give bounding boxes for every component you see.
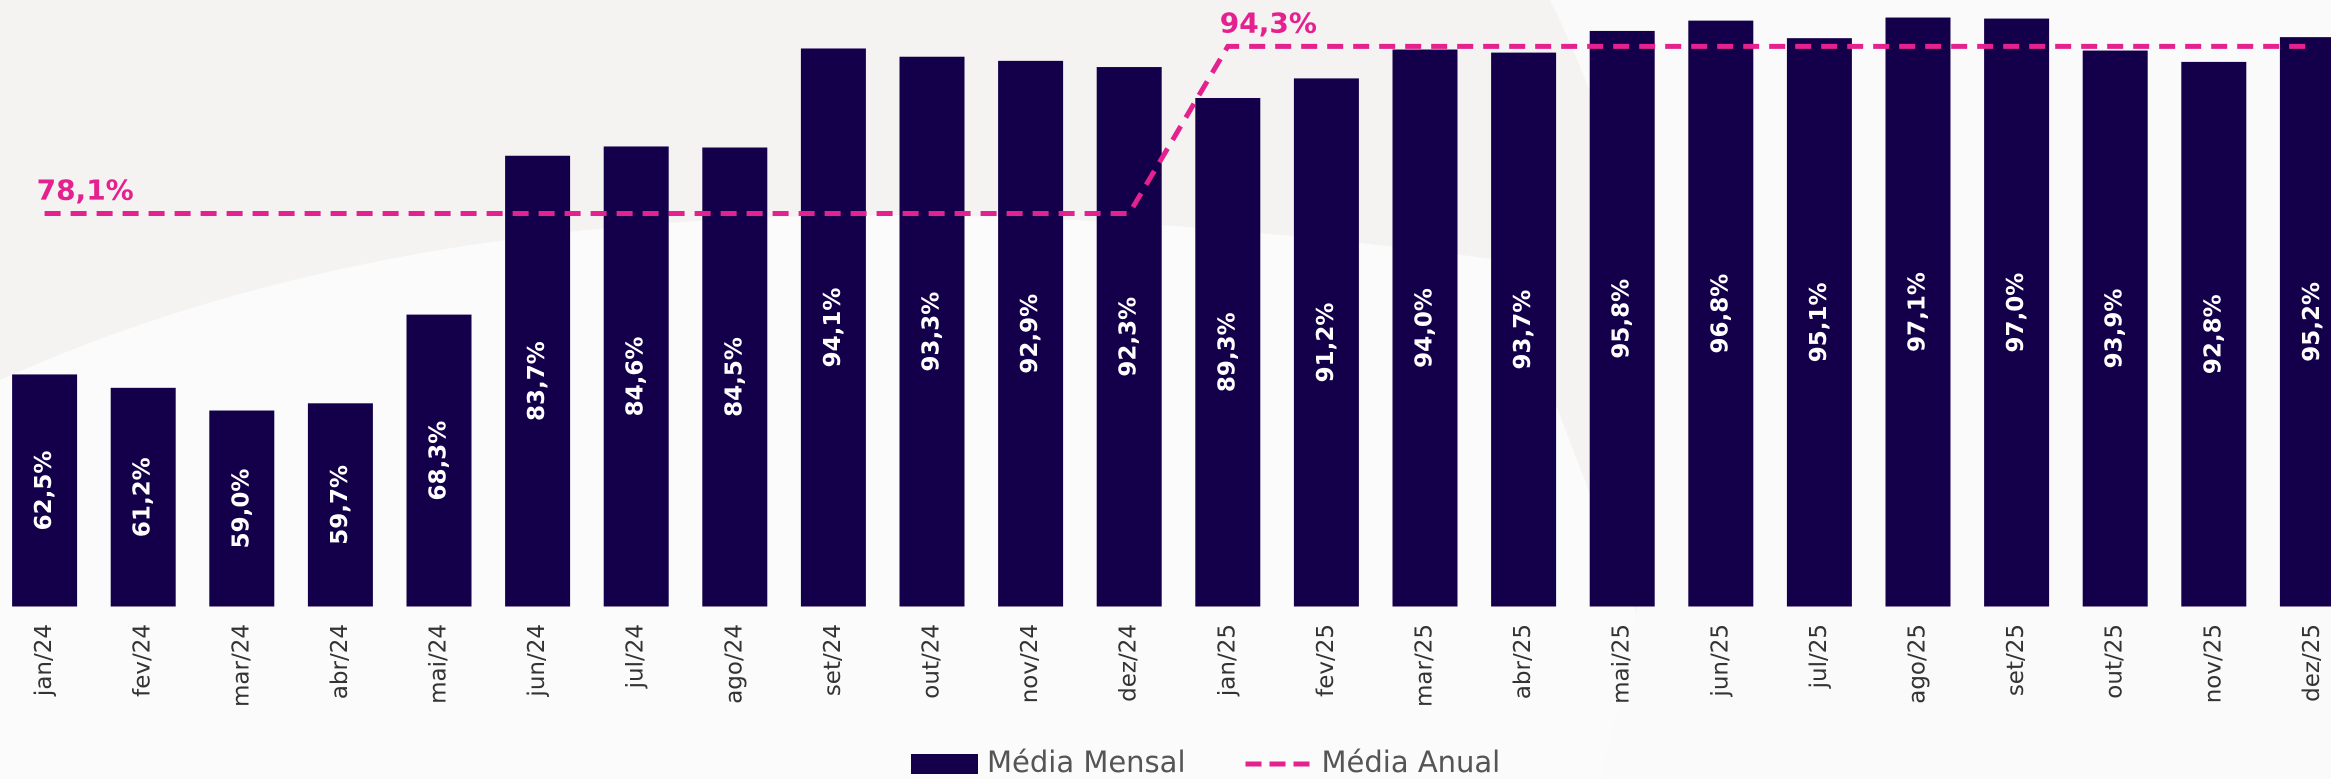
value-label: 83,7% (524, 341, 550, 421)
bar (2279, 37, 2331, 607)
bar (800, 48, 866, 607)
bar (505, 155, 571, 607)
x-tick-label: out/24 (919, 624, 945, 699)
value-label: 89,3% (1214, 312, 1240, 392)
value-label: 93,3% (919, 292, 945, 372)
x-tick-label: nov/24 (1017, 624, 1043, 703)
x-tick-label: mai/24 (426, 624, 452, 704)
value-label: 95,2% (2299, 282, 2325, 362)
x-tick-label: jul/24 (623, 624, 649, 689)
bar (209, 410, 275, 607)
x-tick-label: mar/25 (1412, 624, 1438, 707)
x-tick-label: set/24 (820, 624, 846, 696)
bar (1293, 78, 1359, 607)
bar (1786, 38, 1852, 607)
x-tick-label: ago/24 (721, 624, 747, 704)
bar (702, 147, 768, 607)
legend-label: Média Anual (1322, 745, 1501, 779)
x-tick-label: nov/25 (2200, 624, 2226, 703)
x-tick-label: mai/25 (1609, 624, 1635, 704)
value-label: 94,0% (1412, 288, 1438, 368)
bar (1589, 30, 1655, 607)
value-label: 97,0% (2003, 273, 2029, 353)
bar (12, 374, 78, 607)
value-label: 95,8% (1609, 279, 1635, 359)
value-label: 61,2% (130, 457, 156, 537)
value-label: 93,7% (1510, 290, 1536, 370)
value-label: 59,0% (228, 469, 254, 549)
bar (1885, 17, 1951, 607)
bar (1195, 97, 1261, 607)
line-label: 78,1% (37, 174, 134, 207)
value-label: 91,2% (1313, 303, 1339, 383)
x-tick-label: jan/25 (1214, 624, 1240, 697)
value-label: 93,9% (2102, 289, 2128, 369)
bar (603, 146, 669, 607)
bar (110, 387, 176, 607)
value-label: 92,9% (1017, 294, 1043, 374)
bar (1984, 18, 2050, 607)
value-label: 84,6% (623, 337, 649, 417)
x-tick-label: jan/24 (31, 624, 57, 697)
legend-label: Média Mensal (987, 745, 1186, 779)
bar (307, 403, 373, 607)
x-tick-label: fev/24 (130, 624, 156, 697)
x-tick-label: jun/24 (524, 624, 550, 698)
bar (406, 314, 472, 607)
line-label: 94,3% (1220, 6, 1317, 39)
x-tick-label: jun/25 (1707, 624, 1733, 698)
bar (998, 60, 1064, 607)
bar (899, 56, 965, 607)
line (44, 43, 2313, 217)
value-label: 59,7% (327, 465, 353, 545)
value-label: 92,8% (2200, 294, 2226, 374)
x-tick-label: set/25 (2003, 624, 2029, 696)
x-tick-label: ago/25 (1905, 624, 1931, 704)
bar (1096, 67, 1162, 607)
bar (2181, 61, 2247, 607)
bar (1392, 49, 1458, 607)
x-tick-label: jul/25 (1806, 624, 1832, 689)
value-label: 95,1% (1806, 282, 1832, 362)
value-label: 84,5% (721, 337, 747, 417)
value-label: 96,8% (1707, 274, 1733, 354)
value-label: 92,3% (1116, 297, 1142, 377)
x-tick-label: abr/25 (1510, 624, 1536, 699)
bar (1491, 52, 1557, 607)
x-tick-label: dez/25 (2299, 624, 2325, 702)
value-label: 62,5% (31, 451, 57, 531)
x-tick-label: mar/24 (228, 624, 254, 707)
x-tick-label: out/25 (2102, 624, 2128, 699)
value-label: 68,3% (426, 421, 452, 501)
bar (1688, 20, 1754, 607)
bar (2082, 50, 2148, 607)
x-tick-label: fev/25 (1313, 624, 1339, 697)
x-tick-label: abr/24 (327, 624, 353, 699)
x-tick-label: dez/24 (1116, 624, 1142, 702)
value-label: 94,1% (820, 288, 846, 368)
legend-swatch (911, 754, 978, 774)
value-label: 97,1% (1905, 272, 1931, 352)
